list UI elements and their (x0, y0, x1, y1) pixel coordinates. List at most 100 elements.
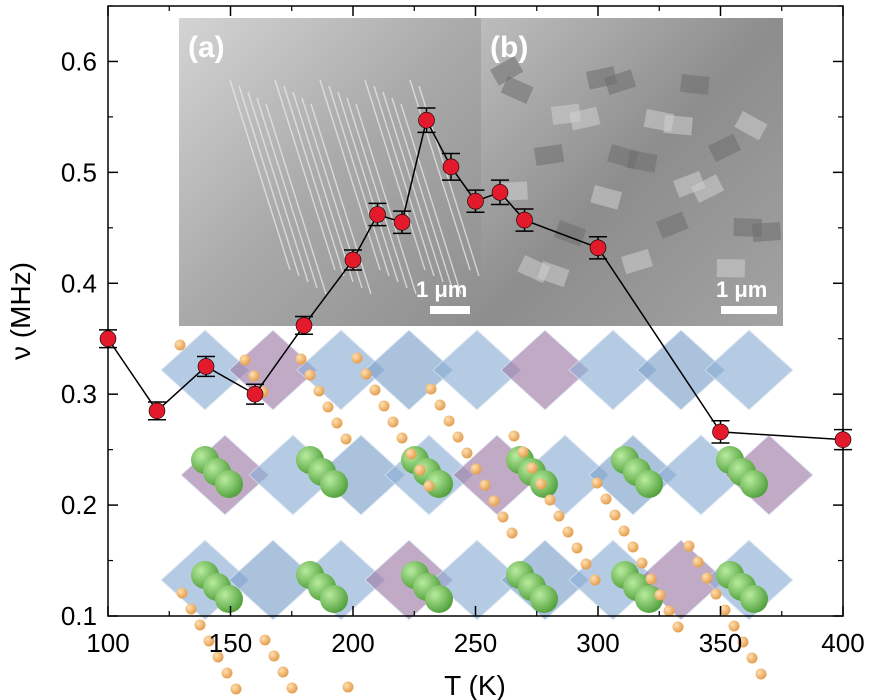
anion-atom (517, 446, 529, 458)
lamella (400, 103, 462, 295)
anion-atom (755, 668, 767, 680)
scale-bar-a (430, 306, 470, 314)
data-point (418, 111, 435, 129)
sem-inset-b: (b) 1 μm (481, 18, 783, 326)
anion-atom (174, 339, 186, 351)
anion-atom (434, 399, 446, 411)
grain (673, 170, 706, 198)
grain (537, 261, 570, 288)
grain (489, 56, 524, 86)
grain (500, 76, 534, 104)
series-line (107, 118, 844, 441)
anion-atom (710, 588, 722, 600)
anion-atom (683, 540, 695, 552)
data-point (712, 423, 729, 441)
lamella (337, 91, 399, 283)
anion-atom (331, 417, 343, 429)
grain (604, 69, 637, 96)
scale-bar-a-text: 1 μm (416, 277, 467, 302)
anion-atom (443, 415, 455, 427)
cation-atom (530, 585, 558, 613)
anion-atom (304, 369, 316, 381)
anion-atom (591, 477, 603, 489)
y-tick-label: 0.4 (61, 268, 97, 298)
anion-atom (719, 604, 731, 616)
lamella (310, 103, 372, 295)
anion-atom (369, 384, 381, 396)
lamella (283, 85, 345, 277)
anion-atom (360, 368, 372, 380)
data-point (295, 317, 313, 334)
axis-ticks (107, 5, 844, 617)
y-tick-label: 0.3 (61, 379, 97, 409)
x-tick-label: 250 (454, 628, 497, 658)
octahedron (568, 329, 658, 411)
x-tick-label: 400 (821, 628, 864, 658)
lamella (319, 79, 381, 271)
inset-a-label: (a) (188, 31, 225, 64)
grain (663, 114, 693, 136)
data-point (246, 385, 264, 403)
lamella (274, 79, 336, 271)
y-tick-label: 0.1 (61, 601, 97, 631)
cation-atom (740, 585, 768, 613)
grain (656, 211, 689, 239)
data-point (369, 206, 386, 223)
lamella (328, 85, 390, 277)
anion-atom (461, 447, 473, 459)
cation-atom (425, 585, 453, 613)
anion-atom (497, 511, 509, 523)
cation-atom (320, 470, 348, 498)
grain (533, 144, 565, 166)
lamella (364, 79, 426, 271)
crystal-structure-illustration (160, 329, 814, 695)
anion-atom (618, 525, 630, 537)
anion-atom (654, 589, 666, 601)
cation-atom (635, 470, 663, 498)
anion-atom (470, 463, 482, 475)
anion-atom (342, 681, 354, 693)
anion-atom (239, 354, 251, 366)
lamella (292, 91, 354, 283)
cation-atom (215, 470, 243, 498)
grain (752, 222, 782, 242)
anion-atom (387, 416, 399, 428)
anion-atom (645, 573, 657, 585)
y-axis-title: ν (MHz) (5, 262, 36, 360)
anion-atom (562, 526, 574, 538)
anion-atom (351, 352, 363, 364)
y-tick-label: 0.6 (61, 46, 97, 76)
grain (716, 259, 745, 278)
anion-atom (580, 558, 592, 570)
data-point (491, 184, 509, 201)
octahedron (500, 329, 590, 411)
grain (734, 111, 768, 141)
anion-atom (378, 400, 390, 412)
anion-atom (313, 385, 325, 397)
anion-atom (268, 650, 280, 662)
granular-texture (489, 56, 782, 288)
anion-atom (194, 619, 206, 631)
data-point (516, 211, 533, 229)
scale-bar-b-text: 1 μm (716, 277, 767, 302)
lamella (229, 79, 291, 271)
data-point (442, 158, 460, 176)
grain (680, 73, 710, 95)
anion-atom (452, 431, 464, 443)
cation-atom (320, 585, 348, 613)
x-tick-label: 200 (331, 628, 374, 658)
anion-atom (506, 527, 518, 539)
anion-atom (176, 587, 188, 599)
anion-atom (737, 636, 749, 648)
data-point (393, 213, 411, 231)
y-tick-label: 0.2 (61, 490, 97, 520)
anion-atom (479, 479, 491, 491)
anion-atom (701, 572, 713, 584)
anion-atom (627, 541, 639, 553)
anion-atom (746, 652, 758, 664)
lamella (265, 103, 327, 295)
anion-atom (609, 509, 621, 521)
anion-atom (277, 666, 289, 678)
anion-atom (663, 605, 675, 617)
